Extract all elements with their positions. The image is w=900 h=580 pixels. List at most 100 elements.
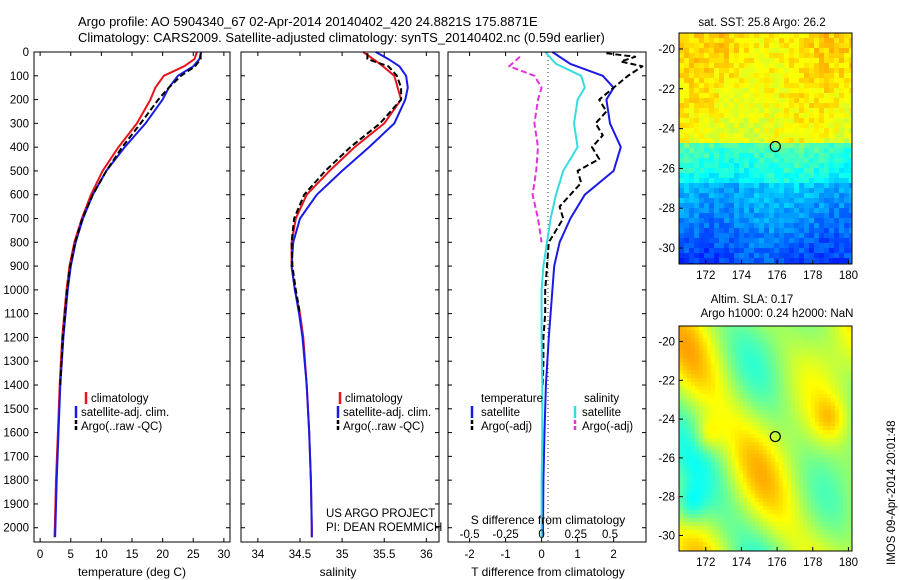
- map-cell: [769, 48, 775, 54]
- map-cell: [809, 238, 815, 244]
- map-cell: [775, 466, 780, 471]
- map-cell: [767, 350, 772, 355]
- map-cell: [779, 228, 785, 234]
- map-cell: [723, 438, 728, 443]
- map-cell: [711, 430, 716, 435]
- map-cell: [775, 390, 780, 395]
- map-cell: [815, 394, 820, 399]
- map-cell: [775, 334, 780, 339]
- map-cell: [739, 73, 745, 79]
- map-cell: [844, 73, 850, 79]
- map-cell: [689, 188, 695, 194]
- map-cell: [729, 88, 735, 94]
- map-cell: [743, 334, 748, 339]
- map-cell: [703, 478, 708, 483]
- map-cell: [754, 158, 760, 164]
- map-cell: [823, 366, 828, 371]
- map-cell: [807, 398, 812, 403]
- map-cell: [803, 414, 808, 419]
- map-cell: [763, 538, 768, 543]
- map-cell: [759, 338, 764, 343]
- map-cell: [844, 168, 850, 174]
- map-cell: [774, 218, 780, 224]
- map-cell: [811, 334, 816, 339]
- map-cell: [759, 466, 764, 471]
- y-tick-label: 900: [10, 261, 29, 273]
- map-cell: [719, 58, 725, 64]
- map-cell: [747, 454, 752, 459]
- map-cell: [749, 158, 755, 164]
- map-cell: [849, 178, 853, 184]
- map-cell: [814, 138, 820, 144]
- map-cell: [689, 153, 695, 159]
- map-cell: [724, 108, 730, 114]
- map-cell: [847, 414, 852, 419]
- map-cell: [784, 218, 790, 224]
- map-cell: [794, 228, 800, 234]
- map-cell: [843, 542, 848, 547]
- map-cell: [754, 173, 760, 179]
- map-cell: [815, 466, 820, 471]
- map-cell: [807, 386, 812, 391]
- map-cell: [767, 450, 772, 455]
- map-cell: [839, 103, 845, 109]
- project-annotation: US ARGO PROJECT: [326, 508, 435, 520]
- map-cell: [679, 462, 684, 467]
- map-cell: [689, 68, 695, 74]
- map-cell: [794, 63, 800, 69]
- map-cell: [699, 183, 705, 189]
- map-cell: [809, 233, 815, 239]
- map-cell: [679, 158, 685, 164]
- map-cell: [734, 38, 740, 44]
- map-cell: [799, 108, 805, 114]
- map-cell: [774, 173, 780, 179]
- map-cell: [824, 53, 830, 59]
- map-cell: [814, 63, 820, 69]
- map-cell: [774, 168, 780, 174]
- map-cell: [824, 223, 830, 229]
- map-cell: [739, 326, 744, 331]
- map-cell: [759, 354, 764, 359]
- map-cell: [787, 402, 792, 407]
- map-cell: [704, 258, 710, 264]
- map-cell: [731, 426, 736, 431]
- map-cell: [759, 258, 765, 264]
- map-cell: [775, 330, 780, 335]
- map-cell: [719, 258, 725, 264]
- map-cell: [687, 438, 692, 443]
- map-cell: [754, 223, 760, 229]
- map-cell: [789, 218, 795, 224]
- map-cell: [794, 68, 800, 74]
- map-cell: [751, 326, 756, 331]
- map-cell: [751, 498, 756, 503]
- map-cell: [695, 538, 700, 543]
- map-cell: [791, 546, 796, 551]
- map-cell: [703, 342, 708, 347]
- map-cell: [763, 542, 768, 547]
- map-cell: [727, 394, 732, 399]
- map-cell: [814, 248, 820, 254]
- map-cell: [819, 143, 825, 149]
- map-cell: [847, 490, 852, 495]
- map-cell: [723, 378, 728, 383]
- map-cell: [715, 530, 720, 535]
- map-cell: [809, 163, 815, 169]
- map-cell: [767, 454, 772, 459]
- map-cell: [687, 514, 692, 519]
- map-cell: [711, 482, 716, 487]
- map-cell: [789, 213, 795, 219]
- map-cell: [703, 370, 708, 375]
- map-cell: [715, 502, 720, 507]
- map-cell: [679, 438, 684, 443]
- map-cell: [729, 38, 735, 44]
- map-cell: [835, 402, 840, 407]
- map-cell: [849, 168, 853, 174]
- map-cell: [839, 518, 844, 523]
- x-tick-label: 35.5: [373, 549, 395, 561]
- map-cell: [849, 58, 853, 64]
- map-cell: [679, 458, 684, 463]
- map-cell: [791, 518, 796, 523]
- map-cell: [729, 108, 735, 114]
- x-tick-label: 34.5: [289, 549, 311, 561]
- map-cell: [699, 434, 704, 439]
